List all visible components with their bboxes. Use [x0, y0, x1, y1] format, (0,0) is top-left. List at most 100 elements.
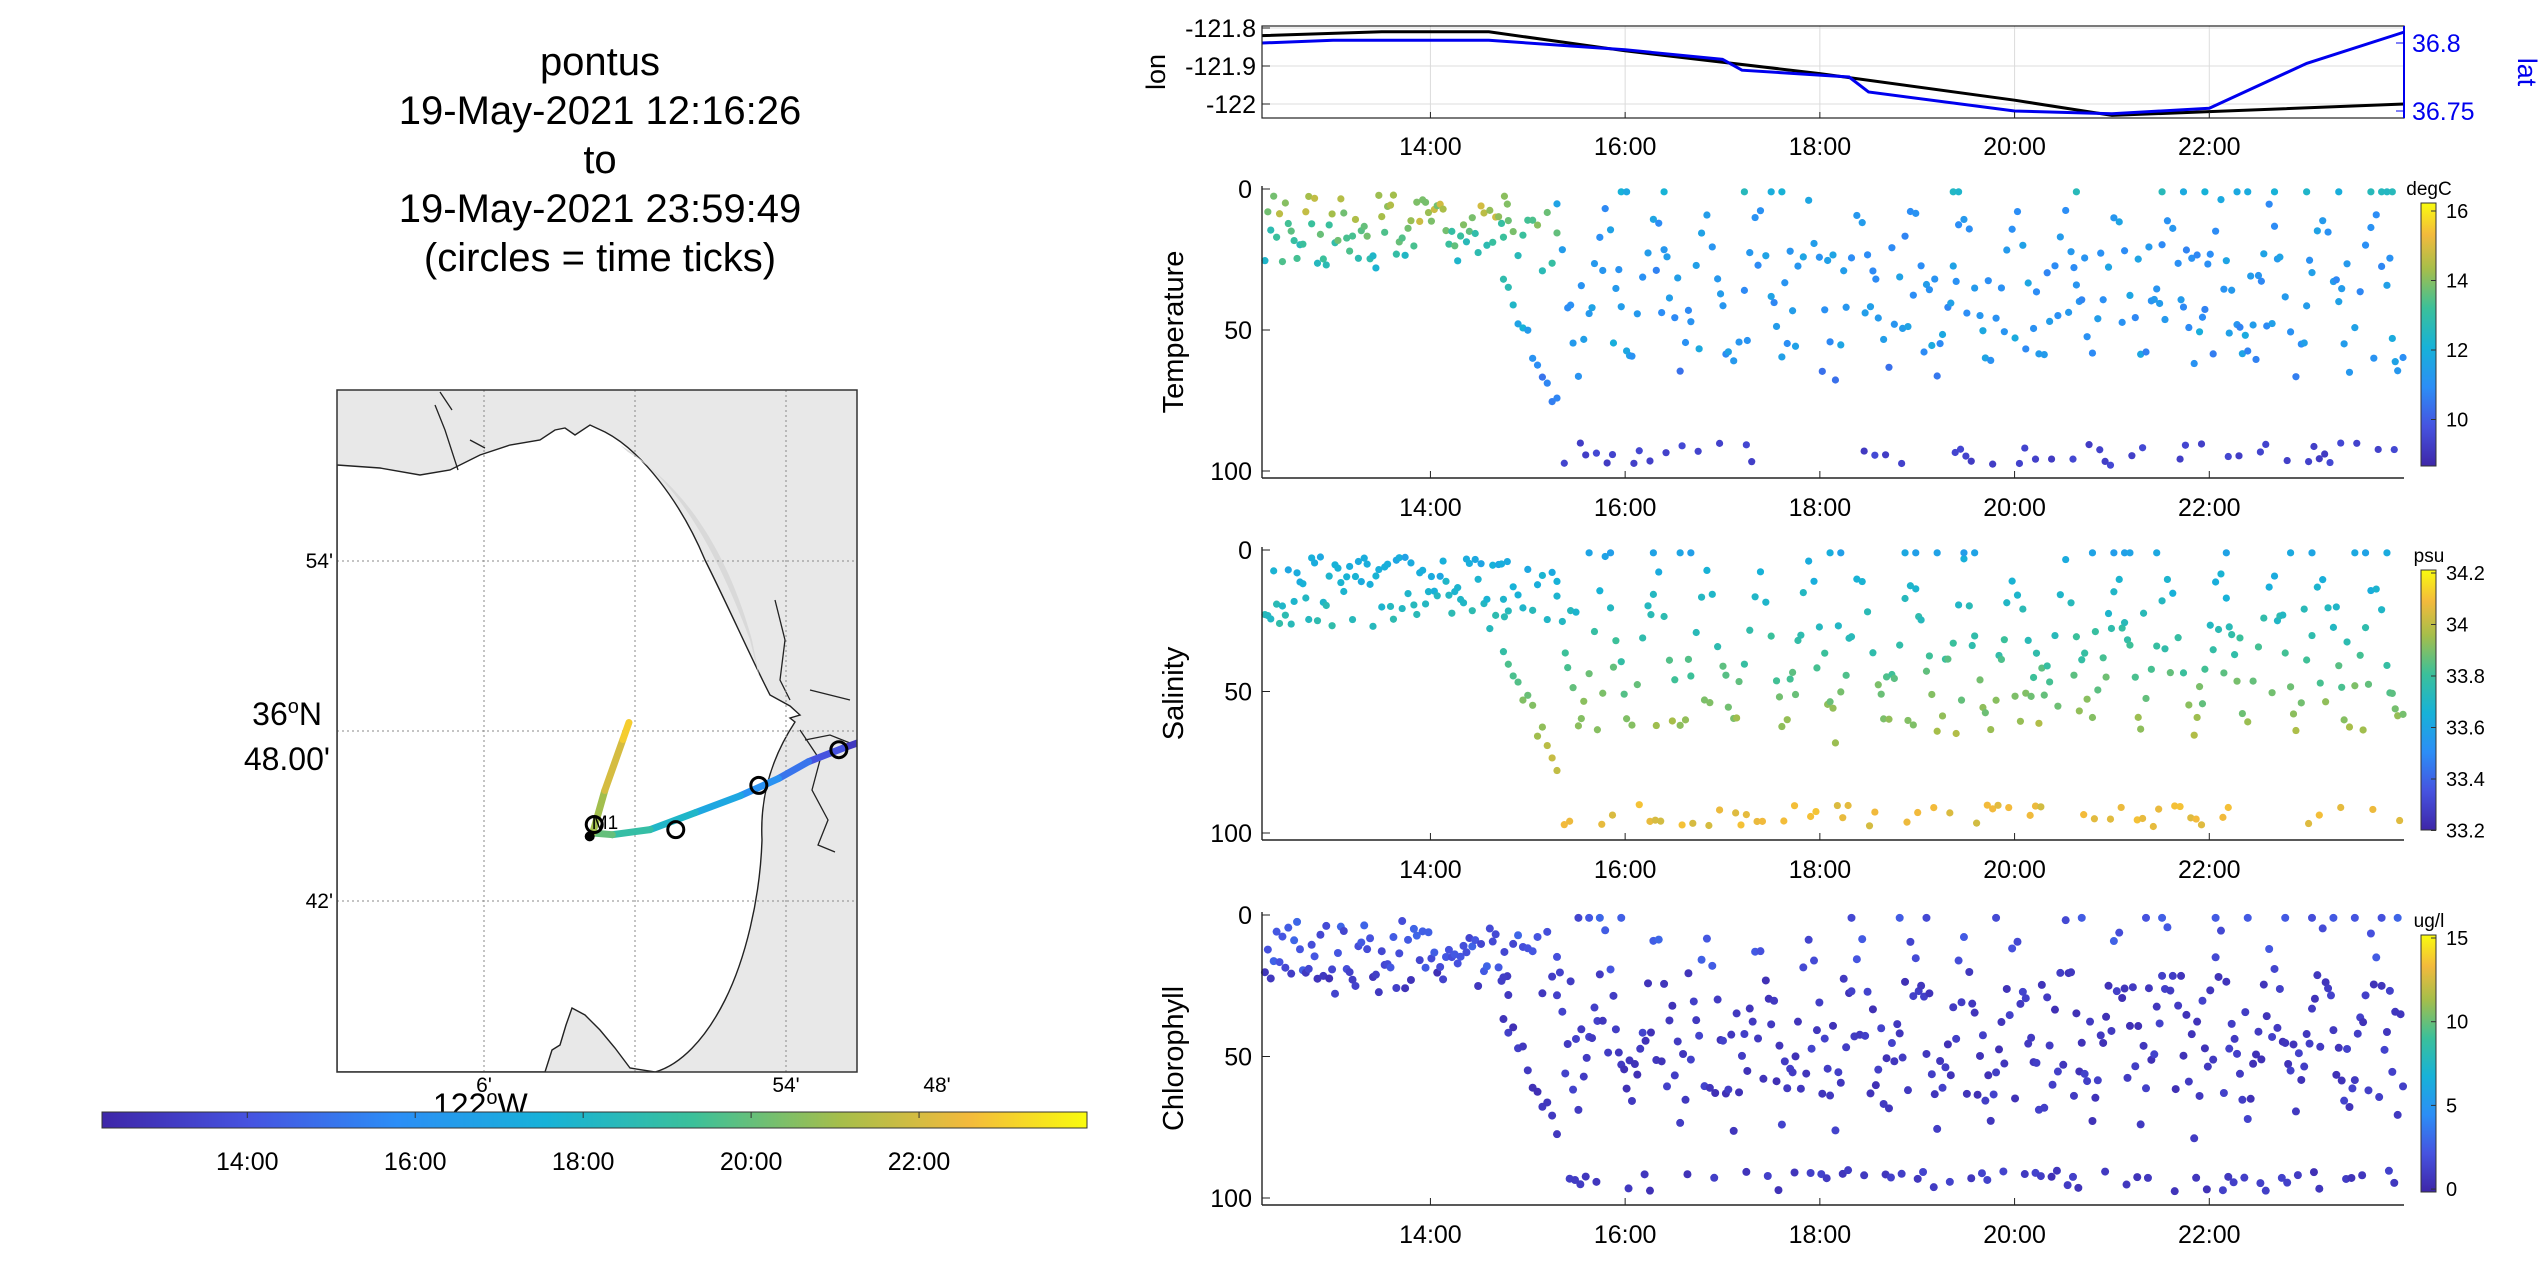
chl-point: [1263, 945, 1272, 954]
chl-point: [1398, 917, 1407, 926]
temp-point: [2088, 349, 2097, 357]
temp-point: [2235, 452, 2243, 460]
chl-point: [1968, 999, 1977, 1008]
sal-point: [1524, 691, 1532, 699]
sal-point: [1714, 643, 1722, 651]
temp-point: [1633, 310, 1641, 318]
sal-point: [1410, 601, 1418, 609]
sal-point: [2083, 695, 2091, 703]
sal-point: [2032, 649, 2041, 657]
temp-point: [2265, 200, 2273, 208]
temp-point: [1499, 233, 1508, 241]
sal-point: [1585, 549, 1593, 557]
chl-point: [2214, 972, 2223, 981]
sal-point: [2107, 624, 2116, 633]
chl-point: [1392, 984, 1401, 993]
temp-x-tick-label: 16:00: [1594, 494, 1657, 522]
chl-point: [1863, 987, 1872, 996]
temp-point: [1874, 314, 1882, 322]
temp-point: [1486, 206, 1494, 214]
chl-point: [2209, 1055, 2218, 1064]
sal-point: [1914, 808, 1922, 817]
temp-point: [1623, 188, 1631, 196]
chl-point: [1922, 1049, 1931, 1058]
chl-point: [1756, 947, 1765, 956]
sal-point: [1890, 674, 1898, 683]
temp-point: [1567, 301, 1575, 309]
temp-point: [2101, 457, 2109, 465]
lon-tick-label: -121.9: [1185, 53, 1256, 81]
chl-point: [2340, 1096, 2349, 1105]
sal-point: [1960, 549, 1968, 557]
sal-point: [2094, 686, 2102, 694]
sal-point: [2000, 636, 2008, 644]
sal-point: [1471, 555, 1479, 564]
sal-point: [2337, 803, 2345, 812]
sal-point: [1639, 634, 1647, 642]
chl-point: [1543, 1098, 1552, 1107]
chl-point: [1485, 924, 1494, 933]
sal-point: [1997, 655, 2006, 664]
temp-point: [1997, 284, 2006, 292]
temp-point: [1947, 299, 1955, 307]
temp-point: [1278, 257, 1287, 266]
chl-point: [1893, 1020, 1902, 1029]
chl-point: [2086, 1017, 2095, 1026]
temp-colorbar-tick-label: 14: [2446, 271, 2468, 293]
chl-point: [1954, 956, 1963, 965]
temp-point: [1778, 188, 1786, 196]
chl-point: [2241, 1008, 2250, 1017]
sal-x-tick-label: 14:00: [1399, 856, 1462, 884]
temp-point: [1596, 233, 1604, 241]
sal-point: [1322, 601, 1330, 610]
temp-point: [2072, 281, 2080, 289]
temp-point: [2104, 263, 2113, 271]
chl-point: [1724, 1085, 1733, 1094]
sal-point: [1880, 715, 1888, 723]
lat-tick-label: 36.8: [2412, 30, 2461, 58]
temp-point: [1810, 239, 1818, 248]
temp-point: [2024, 279, 2032, 287]
temp-point: [1576, 439, 1584, 447]
sal-point: [1767, 632, 1775, 640]
chl-point: [1287, 969, 1296, 978]
sal-point: [1949, 639, 1957, 647]
sal-point: [1965, 602, 1973, 610]
chl-point: [1860, 1171, 1869, 1180]
chl-point: [1834, 1068, 1843, 1077]
temp-point: [2388, 188, 2396, 196]
chl-point: [2233, 1049, 2242, 1058]
temp-point: [2047, 455, 2056, 463]
temp-point: [1609, 339, 1618, 347]
temp-point: [1866, 303, 1875, 311]
chl-point: [1810, 956, 1819, 965]
sal-point: [2104, 609, 2113, 618]
sal-point: [1343, 573, 1351, 581]
sal-point: [1299, 580, 1307, 588]
temp-point: [2222, 257, 2230, 265]
sal-point: [1987, 725, 1995, 734]
chl-x-tick-label: 22:00: [2178, 1221, 2241, 1249]
sal-point: [1533, 581, 1542, 589]
time-colorbar-label: 20:00: [720, 1148, 783, 1176]
temp-point: [2062, 206, 2070, 215]
temp-point: [1503, 200, 1511, 208]
temp-point: [1308, 220, 1316, 228]
temp-point: [1821, 306, 1829, 314]
sal-point: [2219, 813, 2227, 821]
temp-point: [1582, 451, 1590, 459]
temp-point: [1746, 249, 1754, 257]
temp-point: [1504, 283, 1512, 291]
chl-point: [1852, 955, 1861, 964]
temp-point: [2391, 358, 2399, 366]
time-tick-circle: [749, 775, 769, 795]
sal-point: [2249, 677, 2257, 685]
temp-point: [2303, 302, 2311, 310]
temp-point: [1615, 266, 1623, 274]
sal-point: [2026, 811, 2034, 819]
temp-point: [2201, 188, 2209, 196]
temp-point: [1735, 338, 1743, 346]
chl-point: [1711, 1088, 1720, 1097]
temp-point: [2383, 281, 2391, 289]
chl-point: [1917, 981, 1926, 990]
